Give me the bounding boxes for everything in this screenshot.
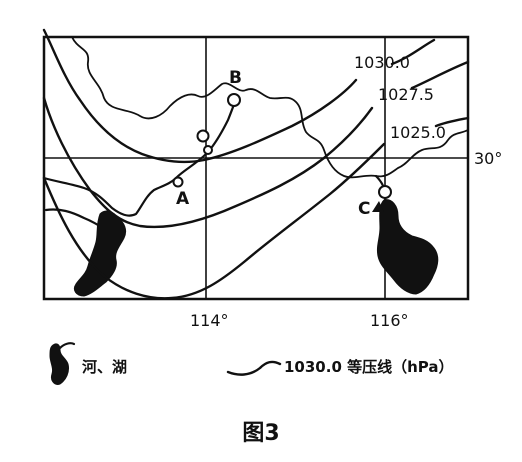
longitude-114-label: 114°	[190, 311, 229, 330]
legend: 河、湖 1030.0 等压线（hPa）	[49, 342, 454, 385]
latitude-30-label: 30°	[474, 149, 502, 168]
legend-river-lake-text: 河、湖	[82, 358, 127, 376]
legend-isobar-icon	[226, 360, 282, 376]
longitude-116-label: 116°	[370, 311, 409, 330]
isobar-1030-label: 1030.0	[354, 53, 410, 72]
river-junction-marker	[203, 145, 213, 155]
point-b-label: B	[229, 68, 242, 88]
point-a-marker	[172, 176, 184, 188]
river-town-marker	[196, 129, 210, 143]
isobar-1030	[42, 28, 436, 164]
legend-river-lake-icon	[49, 343, 69, 385]
mountain-icon	[372, 201, 384, 212]
point-b-marker	[227, 93, 241, 107]
boundary-line	[71, 36, 469, 179]
legend-river-stroke	[58, 342, 76, 350]
river-left	[42, 98, 238, 217]
isobar-1025-label: 1025.0	[390, 123, 446, 142]
lake-right	[376, 199, 439, 295]
isobar-1025	[42, 116, 470, 300]
point-c-label: C	[358, 199, 370, 219]
isobar-1027-5	[42, 60, 470, 229]
point-a-label: A	[176, 189, 190, 209]
lake-left	[73, 210, 127, 297]
point-c-marker	[378, 185, 392, 199]
legend-isobar-text: 1030.0 等压线（hPa）	[284, 358, 454, 376]
isobar-1027-5-label: 1027.5	[378, 85, 434, 104]
figure-caption: 图3	[242, 421, 279, 446]
